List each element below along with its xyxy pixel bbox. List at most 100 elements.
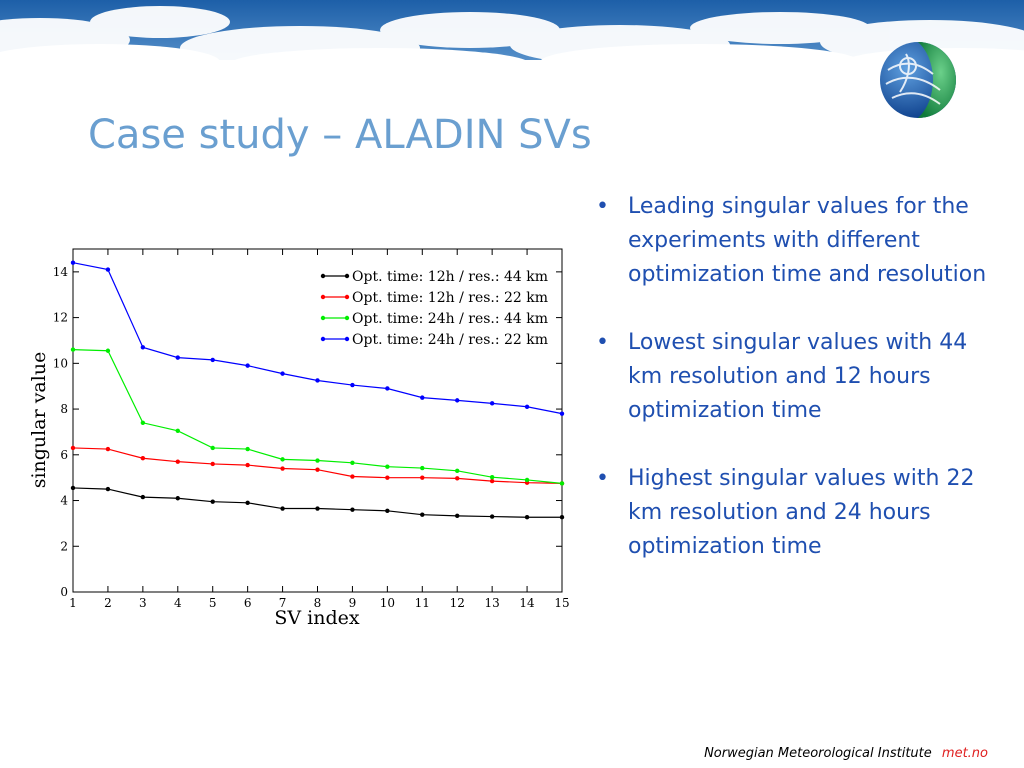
data-point	[245, 500, 250, 506]
data-point	[489, 514, 495, 519]
data-point	[280, 466, 285, 471]
data-point	[70, 347, 76, 352]
data-point	[350, 460, 355, 466]
legend-swatch-point	[344, 336, 350, 342]
bullet-icon: •	[596, 466, 609, 491]
data-point	[175, 496, 180, 501]
y-tick-label: 2	[60, 539, 68, 553]
data-point	[210, 461, 215, 467]
data-point	[489, 401, 495, 406]
x-tick-label: 4	[174, 596, 182, 610]
data-point	[210, 499, 215, 504]
data-point	[105, 446, 111, 452]
data-point	[489, 475, 495, 480]
legend-swatch-point	[320, 273, 326, 279]
data-point	[70, 445, 76, 451]
data-point	[455, 513, 460, 519]
data-point	[140, 345, 146, 350]
x-tick-label: 9	[349, 596, 357, 610]
y-axis-label: singular value	[28, 352, 50, 489]
data-point	[420, 512, 425, 517]
y-tick-label: 6	[60, 448, 68, 462]
data-point	[105, 486, 111, 492]
x-tick-label: 2	[104, 596, 112, 610]
bullet-icon: •	[596, 330, 609, 355]
data-point	[315, 467, 320, 472]
y-tick-label: 12	[53, 311, 68, 325]
series-group	[70, 260, 565, 520]
footer-brand: met.no	[941, 746, 988, 761]
data-point	[559, 481, 565, 486]
data-point	[489, 478, 495, 484]
data-point	[280, 457, 285, 462]
data-point	[175, 428, 180, 433]
x-tick-label: 6	[244, 596, 252, 610]
data-point	[140, 420, 146, 425]
data-point	[105, 267, 111, 272]
legend-entry-label: Opt. time: 24h / res.: 44 km	[352, 311, 548, 327]
x-tick-label: 5	[209, 596, 217, 610]
data-point	[315, 506, 320, 511]
data-point	[245, 462, 250, 468]
x-tick-label: 10	[380, 596, 395, 610]
legend-entry-label: Opt. time: 24h / res.: 22 km	[352, 332, 548, 348]
data-point	[315, 378, 320, 383]
legend-swatch-point	[320, 294, 326, 300]
data-point	[350, 382, 355, 388]
legend-swatch-point	[320, 315, 326, 321]
legend-swatch-point	[344, 273, 350, 279]
bullet-text: Highest singular values with 22 km resol…	[628, 466, 975, 559]
data-point	[559, 515, 565, 520]
data-point	[455, 476, 460, 481]
data-point	[385, 475, 390, 480]
data-point	[140, 494, 146, 500]
footer: Norwegian Meteorological Institute met.n…	[704, 746, 988, 761]
data-point	[280, 371, 285, 376]
data-point	[455, 468, 460, 474]
legend-swatch-point	[344, 315, 350, 321]
data-point	[350, 507, 355, 512]
x-tick-label: 12	[450, 596, 465, 610]
x-tick-label: 11	[415, 596, 430, 610]
legend-swatch-point	[320, 336, 326, 342]
data-point	[385, 464, 390, 469]
legend: Opt. time: 12h / res.: 44 km Opt. time: 1…	[320, 269, 548, 348]
data-point	[385, 508, 390, 514]
slide-title: Case study – ALADIN SVs	[88, 112, 592, 158]
bullet-icon: •	[596, 194, 609, 219]
plot-area-frame	[72, 248, 563, 593]
data-point	[210, 445, 215, 451]
y-tick-label: 14	[53, 265, 69, 279]
x-tick-label: 3	[139, 596, 147, 610]
bullet-list: • Leading singular values for the experi…	[592, 190, 1002, 598]
bullet-text: Lowest singular values with 44 km resolu…	[628, 330, 968, 423]
data-point	[70, 485, 76, 491]
data-point	[245, 363, 250, 368]
x-axis-label: SV index	[274, 607, 359, 629]
x-tick-label: 13	[485, 596, 500, 610]
sky-banner	[0, 0, 1024, 90]
y-tick-label: 10	[53, 356, 68, 370]
x-tick-label: 15	[554, 596, 569, 610]
data-point	[524, 404, 530, 409]
x-tick-label: 1	[69, 596, 77, 610]
y-tick-label: 4	[60, 494, 68, 508]
data-point	[420, 395, 425, 400]
bullet-item: • Lowest singular values with 44 km reso…	[592, 326, 1002, 428]
data-point	[455, 398, 460, 403]
legend-swatch-point	[344, 294, 350, 300]
data-point	[175, 355, 180, 360]
x-tick-label: 8	[314, 596, 322, 610]
data-point	[315, 458, 320, 463]
legend-entry-label: Opt. time: 12h / res.: 44 km	[352, 269, 548, 285]
data-point	[350, 474, 355, 479]
met-no-globe-logo-icon	[880, 42, 956, 118]
y-tick-label: 8	[60, 402, 68, 416]
data-point	[420, 465, 425, 471]
footer-org: Norwegian Meteorological Institute	[704, 746, 932, 761]
legend-entry-label: Opt. time: 12h / res.: 22 km	[352, 290, 548, 306]
data-point	[524, 515, 530, 520]
bullet-item: • Leading singular values for the experi…	[592, 190, 1002, 292]
y-tick-label: 0	[60, 585, 68, 599]
